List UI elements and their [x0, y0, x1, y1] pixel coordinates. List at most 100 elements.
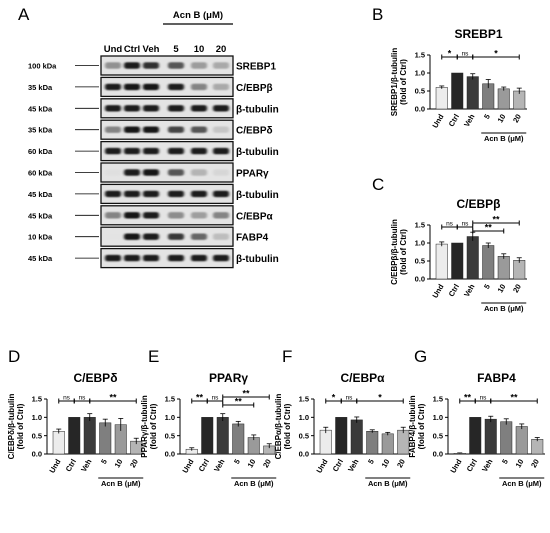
- blot-band: [143, 147, 159, 155]
- y-axis-unit: (fold of Ctrl): [149, 403, 158, 449]
- blot-band: [105, 190, 121, 198]
- lane-label: Ctrl: [124, 44, 140, 55]
- x-tick-label: Ctrl: [64, 458, 78, 474]
- significance-label: ns: [212, 394, 220, 401]
- protein-label: β-tubulin: [236, 190, 279, 201]
- group-label: Acn B (μM): [484, 304, 524, 313]
- kda-marker: 45 kDa: [28, 211, 53, 220]
- blot-band: [213, 62, 229, 69]
- x-tick-label: 10: [113, 458, 125, 470]
- y-tick-label: 0.0: [433, 450, 443, 459]
- blot-band: [143, 126, 159, 133]
- y-tick-label: 1.5: [32, 395, 42, 404]
- x-tick-label: 20: [261, 458, 273, 470]
- panel-letter-f: F: [282, 347, 292, 366]
- bar-chart-b: SREBP1 SREBP1/β-tubulin (fold of Ctrl) 0.0 0…: [390, 27, 527, 143]
- blot-strip: [100, 247, 234, 269]
- blot-band: [213, 233, 229, 240]
- group-label: Acn B (μM): [234, 479, 274, 488]
- blot-band: [124, 126, 140, 133]
- protein-label: C/EBPδ: [236, 126, 273, 137]
- x-tick-label: 20: [511, 283, 523, 295]
- blot-band: [213, 169, 229, 176]
- panel-letter-b: B: [372, 5, 383, 24]
- y-tick-label: 1.0: [415, 69, 425, 78]
- blot-band: [143, 105, 159, 112]
- y-tick-label: 1.0: [415, 239, 425, 248]
- protein-label: β-tubulin: [236, 254, 279, 265]
- y-axis-title: PPARγ/β-tubulin: [140, 395, 149, 458]
- blot-strip: [100, 205, 234, 226]
- blot-band: [213, 147, 229, 155]
- y-tick-label: 1.5: [415, 51, 425, 60]
- blot-band: [168, 147, 184, 155]
- y-tick-label: 1.5: [415, 221, 425, 230]
- blot-row: 35 kDa C/EBPβ: [28, 76, 273, 98]
- blot-band: [191, 83, 207, 91]
- bar-10: [497, 256, 510, 280]
- blot-row: 35 kDa C/EBPδ: [28, 119, 273, 140]
- blot-row: 45 kDa C/EBPα: [28, 205, 274, 226]
- blot-band: [191, 233, 207, 240]
- bar-chart-d: C/EBPδ C/EBPδ/β-tubulin (fold of Ctrl) 0.0 0…: [7, 371, 144, 488]
- x-tick-label: 20: [395, 458, 407, 470]
- blot-strip: [100, 183, 234, 205]
- blot-band: [105, 126, 121, 133]
- bar-chart-f: C/EBPα C/EBPα/β-tubulin (fold of Ctrl) 0.0 0…: [274, 371, 411, 488]
- group-label: Acn B (μM): [101, 479, 141, 488]
- bar-veh: [350, 419, 363, 455]
- x-tick-label: Veh: [480, 457, 495, 473]
- blot-band: [168, 169, 184, 176]
- x-tick-label: Ctrl: [447, 283, 461, 299]
- chart-title: C/EBPα: [340, 371, 385, 385]
- blot-row: 60 kDa PPARγ: [28, 162, 269, 183]
- blot-strip: [100, 162, 234, 183]
- blot-band: [168, 190, 184, 198]
- x-tick-label: 10: [496, 113, 508, 125]
- blot-band: [124, 190, 140, 198]
- y-tick-label: 1.5: [299, 395, 309, 404]
- x-tick-label: Veh: [462, 112, 477, 128]
- blot-band: [168, 83, 184, 91]
- bar-chart-g: FABP4 FABP4/β-tubulin (fold of Ctrl) 0.0 0.5…: [408, 371, 545, 488]
- bar-5: [99, 422, 112, 455]
- x-tick-label: Ctrl: [465, 458, 479, 474]
- significance-label: ns: [462, 220, 470, 227]
- blot-strip: [100, 76, 234, 98]
- x-tick-label: 10: [246, 458, 258, 470]
- x-tick-label: 20: [529, 458, 541, 470]
- significance-label: **: [485, 222, 493, 232]
- bar-5: [482, 245, 495, 280]
- panel-letter-e: E: [148, 347, 159, 366]
- panel-letter-c: C: [372, 175, 384, 194]
- y-axis-unit: (fold of Ctrl): [399, 229, 408, 275]
- significance-label: ns: [462, 50, 470, 57]
- blot-band: [124, 254, 140, 262]
- blot-band: [191, 169, 207, 176]
- y-tick-label: 1.0: [299, 413, 309, 422]
- blot-row: 45 kDa β-tubulin: [28, 98, 279, 119]
- significance-label: ns: [63, 394, 71, 401]
- kda-marker: 45 kDa: [28, 104, 53, 113]
- blot-row: 45 kDa β-tubulin: [28, 247, 279, 269]
- panel-letter-a: A: [18, 5, 30, 24]
- panel-letter-g: G: [414, 347, 427, 366]
- bar-10: [381, 433, 394, 455]
- group-label: Acn B (μM): [484, 134, 524, 143]
- blot-band: [143, 190, 159, 198]
- protein-label: β-tubulin: [236, 147, 279, 158]
- blot-band: [105, 212, 121, 219]
- y-tick-label: 1.5: [433, 395, 443, 404]
- blot-band: [124, 147, 140, 155]
- y-axis-unit: (fold of Ctrl): [283, 403, 292, 449]
- blot-band: [191, 212, 207, 219]
- x-tick-label: Ctrl: [197, 458, 211, 474]
- y-tick-label: 1.0: [433, 413, 443, 422]
- treatment-header: Acn B (μM): [173, 10, 223, 21]
- kda-marker: 35 kDa: [28, 83, 53, 92]
- kda-marker: 60 kDa: [28, 147, 53, 156]
- blot-band: [105, 83, 121, 91]
- blot-band: [213, 126, 229, 133]
- lane-label: 10: [194, 44, 205, 55]
